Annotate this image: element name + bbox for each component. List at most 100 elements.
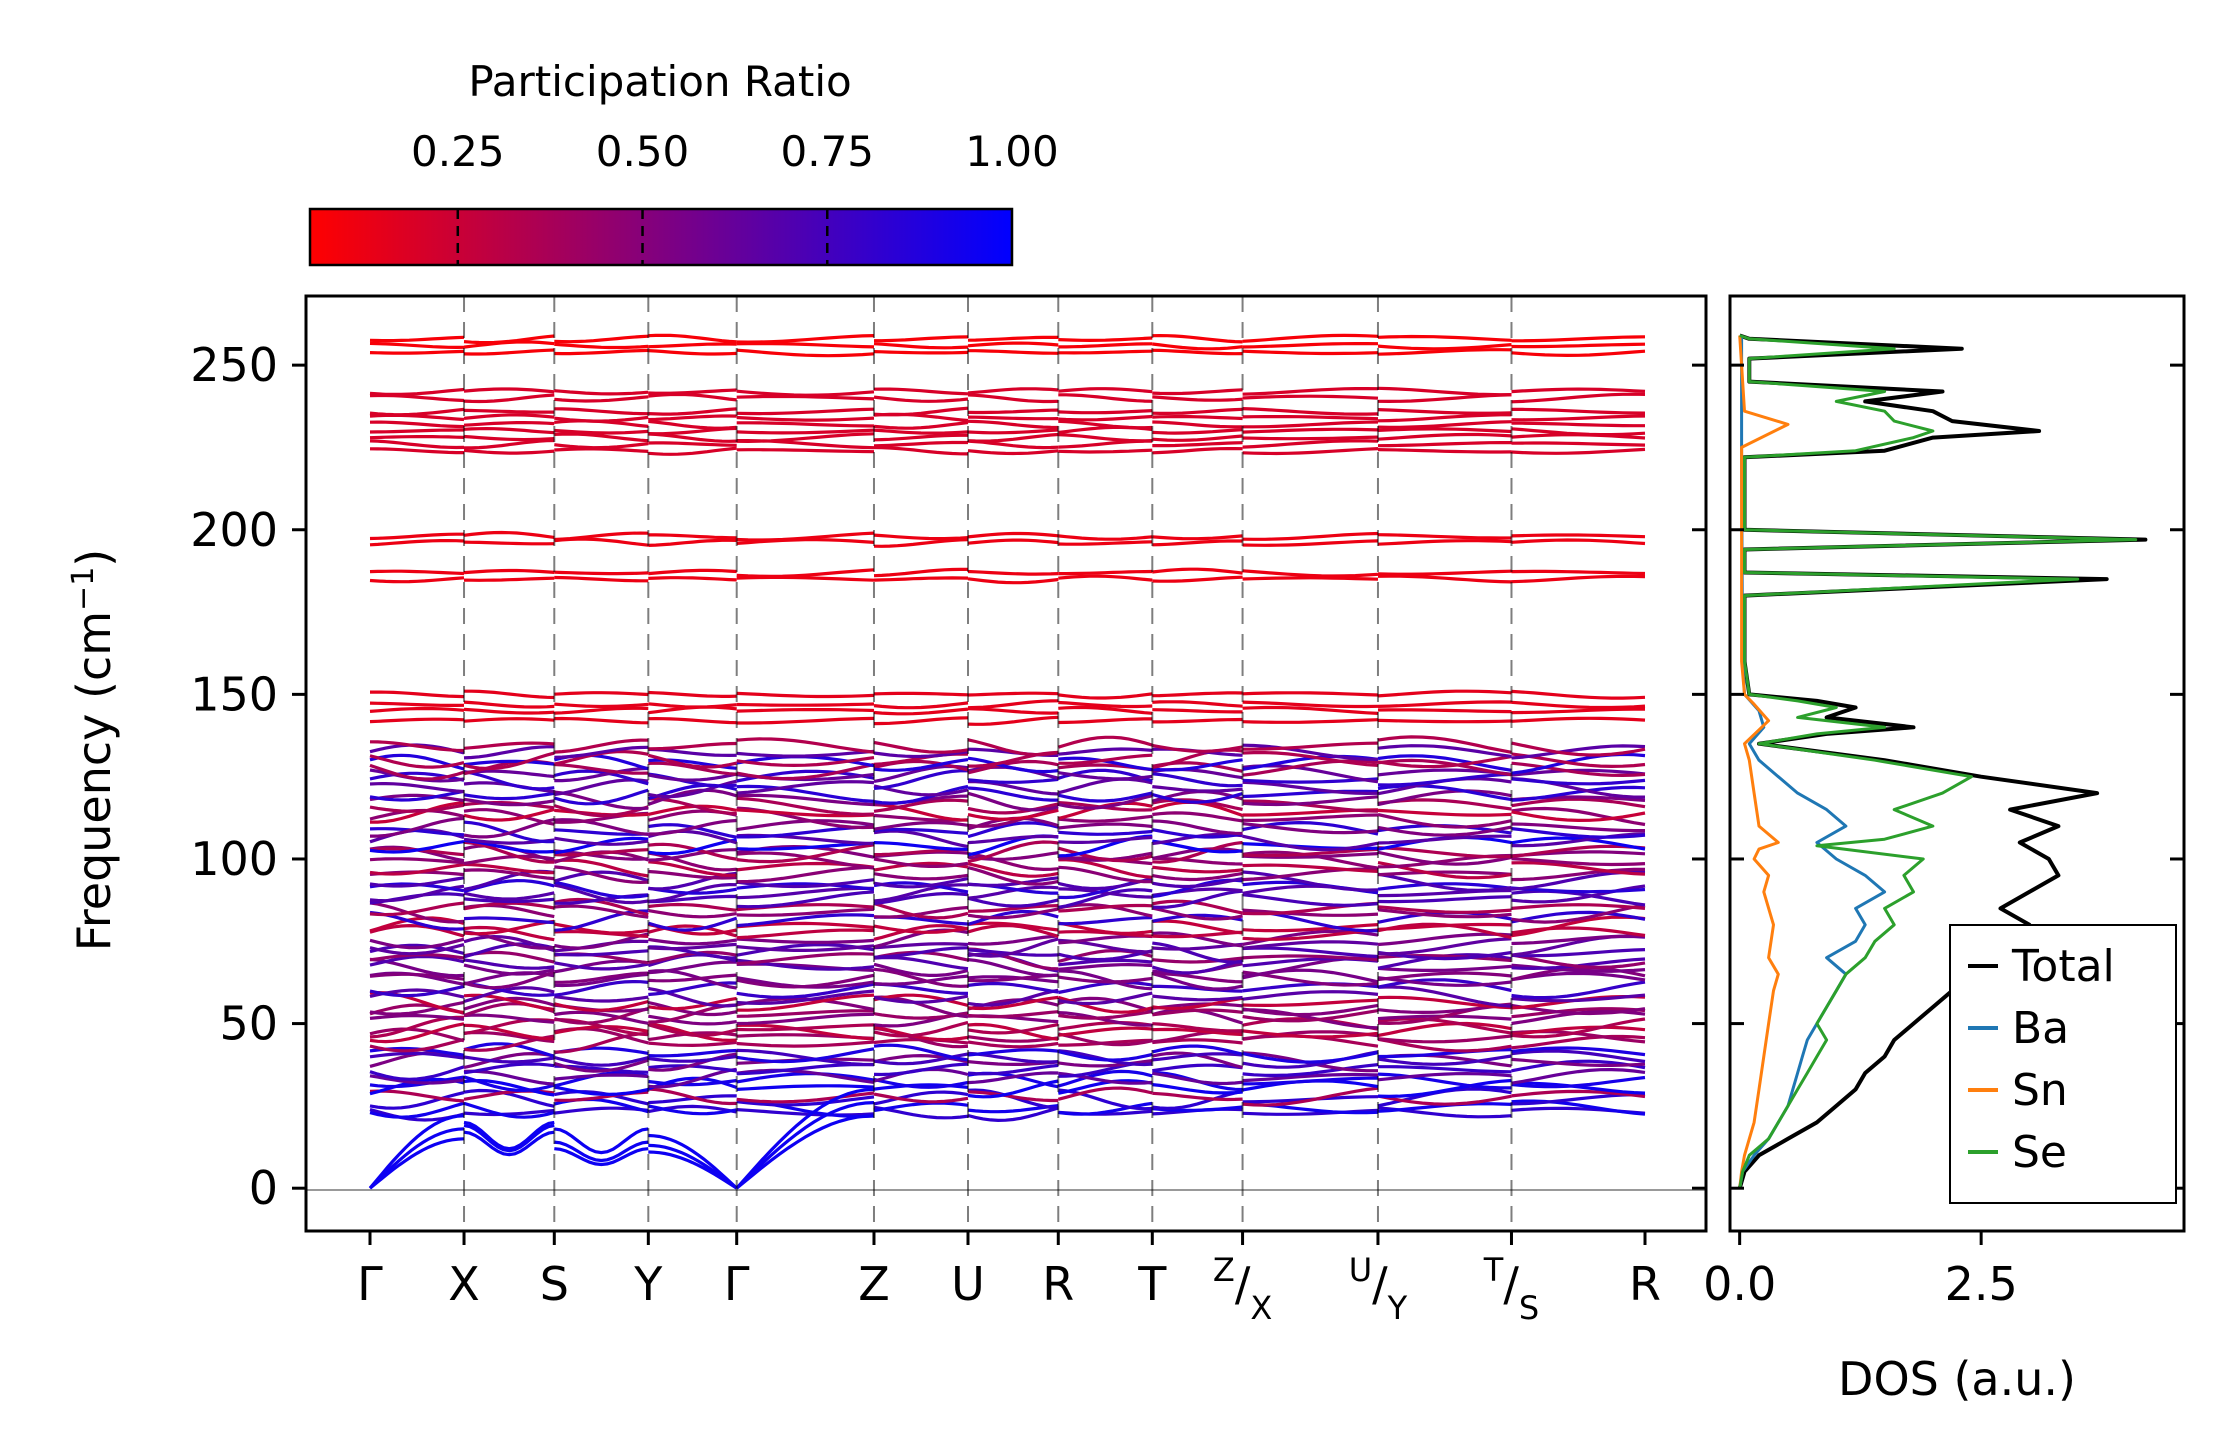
band-line	[553, 897, 649, 917]
band-line	[1152, 743, 1243, 753]
band-line	[1511, 1046, 1646, 1057]
acoustic-branch	[735, 1087, 875, 1190]
band-line	[1511, 538, 1646, 546]
band-line	[1058, 1010, 1153, 1020]
band-line	[1511, 768, 1646, 777]
dos-x-tick-label: 2.5	[1945, 1257, 2018, 1311]
band-line	[1511, 1025, 1646, 1037]
band-line	[1377, 950, 1512, 961]
band-line	[736, 707, 875, 713]
band-line	[369, 863, 465, 876]
band-line	[967, 896, 1059, 908]
band-line	[1377, 735, 1512, 754]
band-line	[1152, 441, 1243, 448]
band-line	[1152, 388, 1243, 396]
band-line	[369, 439, 465, 450]
band-line	[874, 335, 969, 343]
band-line	[736, 841, 875, 851]
band-line	[736, 982, 875, 999]
band-line	[1377, 441, 1512, 448]
band-line	[1152, 877, 1243, 889]
band-line	[1058, 975, 1153, 984]
band-line	[1511, 441, 1646, 447]
band-line	[648, 349, 737, 356]
band-x-tick-label: Γ	[724, 1257, 750, 1311]
band-line	[736, 415, 875, 422]
band-line	[1377, 427, 1512, 434]
band-line	[1152, 899, 1243, 915]
band-line	[1511, 342, 1646, 349]
band-line	[1377, 1021, 1512, 1038]
band-line	[1242, 759, 1379, 777]
band-line	[554, 971, 649, 984]
dos-plot-frame	[1728, 294, 2186, 1233]
band-line	[648, 407, 737, 416]
band-line	[873, 993, 969, 1007]
band-line	[967, 1040, 1059, 1049]
band-line	[553, 1055, 649, 1067]
band-line	[967, 866, 1059, 886]
band-line	[369, 1051, 465, 1060]
band-line	[1058, 414, 1153, 422]
band-x-tick-label: Z	[858, 1257, 890, 1311]
band-line	[369, 576, 465, 584]
band-line	[967, 934, 1059, 946]
band-line	[369, 428, 464, 434]
band-line	[1511, 926, 1646, 938]
band-line	[1242, 1076, 1379, 1086]
band-line	[736, 342, 875, 349]
band-line	[369, 1091, 465, 1110]
band-line	[554, 778, 649, 797]
band-line	[1242, 407, 1379, 416]
band-line	[1511, 903, 1646, 924]
band-line	[967, 907, 1059, 920]
band-line	[736, 878, 875, 889]
band-line	[1242, 940, 1379, 950]
band-line	[1377, 533, 1512, 540]
band-line	[873, 1101, 969, 1113]
band-line	[1152, 942, 1243, 951]
band-line	[1152, 1071, 1243, 1086]
band-line	[736, 793, 875, 807]
band-line	[463, 759, 555, 767]
band-line	[1377, 808, 1512, 817]
band-line	[648, 1040, 737, 1048]
band-line	[1377, 905, 1512, 914]
band-line	[1377, 846, 1512, 859]
band-line	[1152, 856, 1243, 866]
band-line	[1242, 700, 1379, 709]
band-line	[1058, 887, 1153, 899]
band-line	[463, 986, 555, 1004]
band-line	[873, 412, 969, 423]
band-line	[736, 749, 875, 758]
band-line	[967, 691, 1059, 697]
band-line	[1511, 700, 1646, 710]
band-line	[1377, 1071, 1512, 1082]
band-line	[648, 842, 737, 861]
band-line	[553, 1085, 649, 1097]
band-line	[1242, 946, 1379, 959]
band-line	[1152, 691, 1243, 698]
dos-curves	[1737, 333, 2148, 1189]
band-line	[967, 707, 1059, 715]
band-line	[1152, 772, 1243, 788]
band-line	[967, 335, 1059, 342]
acoustic-branch	[368, 1137, 465, 1190]
band-line	[1058, 822, 1153, 830]
legend-label: Sn	[2012, 1065, 2068, 1116]
band-line	[736, 716, 875, 725]
band-line	[1511, 716, 1646, 723]
band-line	[873, 538, 969, 548]
band-line	[967, 419, 1059, 430]
k-label-slash: /	[1235, 1257, 1251, 1311]
band-line	[463, 348, 555, 356]
band-line	[736, 865, 875, 884]
band-line	[463, 840, 555, 864]
band-line	[1511, 1057, 1646, 1068]
band-line	[873, 1090, 969, 1106]
band-line	[736, 407, 875, 416]
band-line	[1152, 534, 1243, 541]
band-line	[1242, 420, 1379, 429]
band-line	[554, 972, 649, 988]
band-line	[967, 1048, 1059, 1057]
